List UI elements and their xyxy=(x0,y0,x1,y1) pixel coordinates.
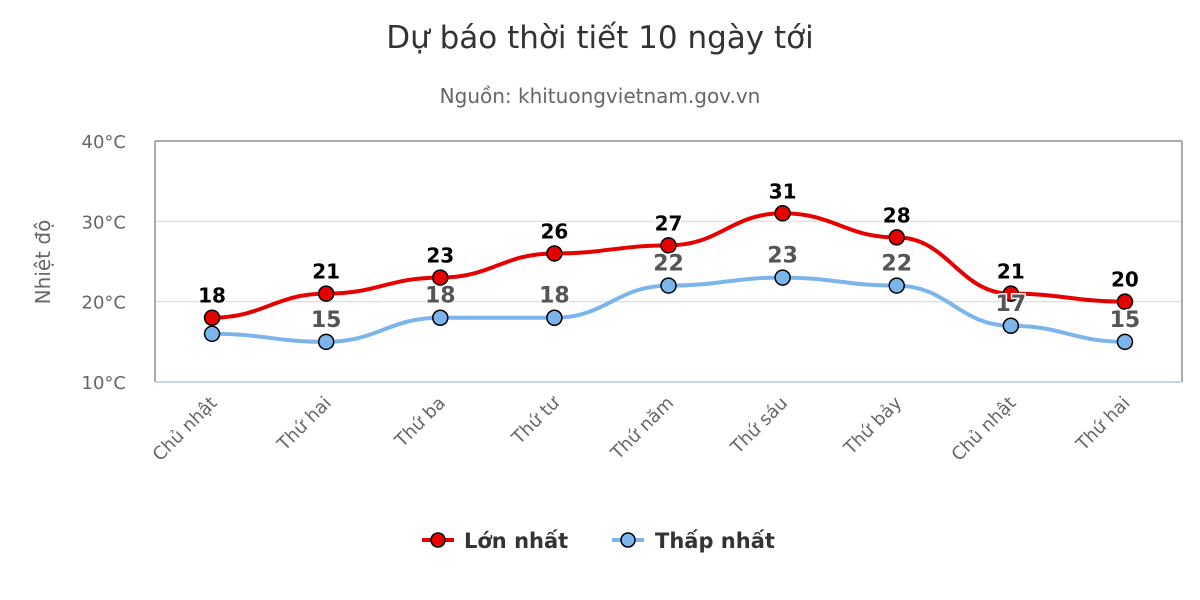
y-tick-label: 10°C xyxy=(82,373,126,394)
data-point-max xyxy=(1116,293,1134,310)
data-label-max: 21 xyxy=(312,260,340,284)
x-tick-label: Thứ bảy xyxy=(839,392,906,459)
legend-item-max[interactable]: Lớn nhất xyxy=(422,529,568,553)
x-tick-label: Chủ nhật xyxy=(948,393,1021,466)
data-label-max: 28 xyxy=(883,203,911,227)
data-point-max xyxy=(432,269,449,286)
data-label-min: 18 xyxy=(539,284,570,309)
data-point-max xyxy=(317,285,335,302)
legend-item-min[interactable]: Thấp nhất xyxy=(612,529,775,553)
data-point-max xyxy=(546,245,563,262)
data-point-min xyxy=(1002,317,1020,335)
x-tick-label: Chủ nhật xyxy=(149,393,222,466)
data-label-max: 23 xyxy=(426,244,454,268)
x-tick-label: Thứ tư xyxy=(507,392,565,450)
x-tick-label: Thứ sáu xyxy=(726,393,792,459)
data-label-min: 23 xyxy=(767,244,798,269)
data-label-min: 22 xyxy=(653,252,684,277)
data-label-max: 18 xyxy=(198,284,226,308)
data-label-min: 18 xyxy=(425,284,456,309)
data-point-max xyxy=(203,309,221,326)
legend-marker-min xyxy=(620,532,636,548)
y-tick-label: 40°C xyxy=(82,132,126,153)
data-point-min xyxy=(203,325,221,343)
legend: Lớn nhất Thấp nhất xyxy=(422,529,775,553)
data-point-min xyxy=(660,277,677,294)
legend-marker-max xyxy=(430,532,446,548)
data-label-max: 21 xyxy=(997,260,1025,284)
y-axis-label: Nhiệt độ xyxy=(31,220,55,305)
data-point-min xyxy=(432,309,449,326)
data-label-min: 17 xyxy=(996,292,1027,317)
legend-label-max: Lớn nhất xyxy=(464,529,568,553)
data-label-min: 15 xyxy=(311,308,342,333)
legend-label-min: Thấp nhất xyxy=(655,529,775,553)
data-label-max: 27 xyxy=(655,211,683,235)
data-point-max xyxy=(660,237,677,254)
data-label-min: 22 xyxy=(881,252,912,277)
data-point-max xyxy=(774,205,791,222)
data-point-min xyxy=(317,333,335,351)
chart-title: Dự báo thời tiết 10 ngày tới xyxy=(386,20,814,56)
data-point-max xyxy=(888,229,905,246)
x-tick-label: Thứ ba xyxy=(390,393,449,452)
chart-subtitle: Nguồn: khituongvietnam.gov.vn xyxy=(440,84,761,108)
x-tick-label: Thứ hai xyxy=(273,393,336,456)
data-point-max xyxy=(1002,285,1020,302)
x-tick-label: Thứ năm xyxy=(606,393,678,465)
data-label-min: 15 xyxy=(1110,308,1141,333)
data-point-min xyxy=(1116,333,1134,351)
data-label-max: 26 xyxy=(540,219,568,243)
data-point-min xyxy=(888,277,905,294)
data-point-min xyxy=(546,309,563,326)
data-point-min xyxy=(774,269,791,286)
y-tick-label: 30°C xyxy=(82,212,126,233)
data-label-max: 31 xyxy=(769,179,797,203)
y-tick-label: 20°C xyxy=(82,293,126,314)
x-tick-label: Thứ hai xyxy=(1072,393,1135,456)
data-label-max: 20 xyxy=(1111,268,1139,292)
